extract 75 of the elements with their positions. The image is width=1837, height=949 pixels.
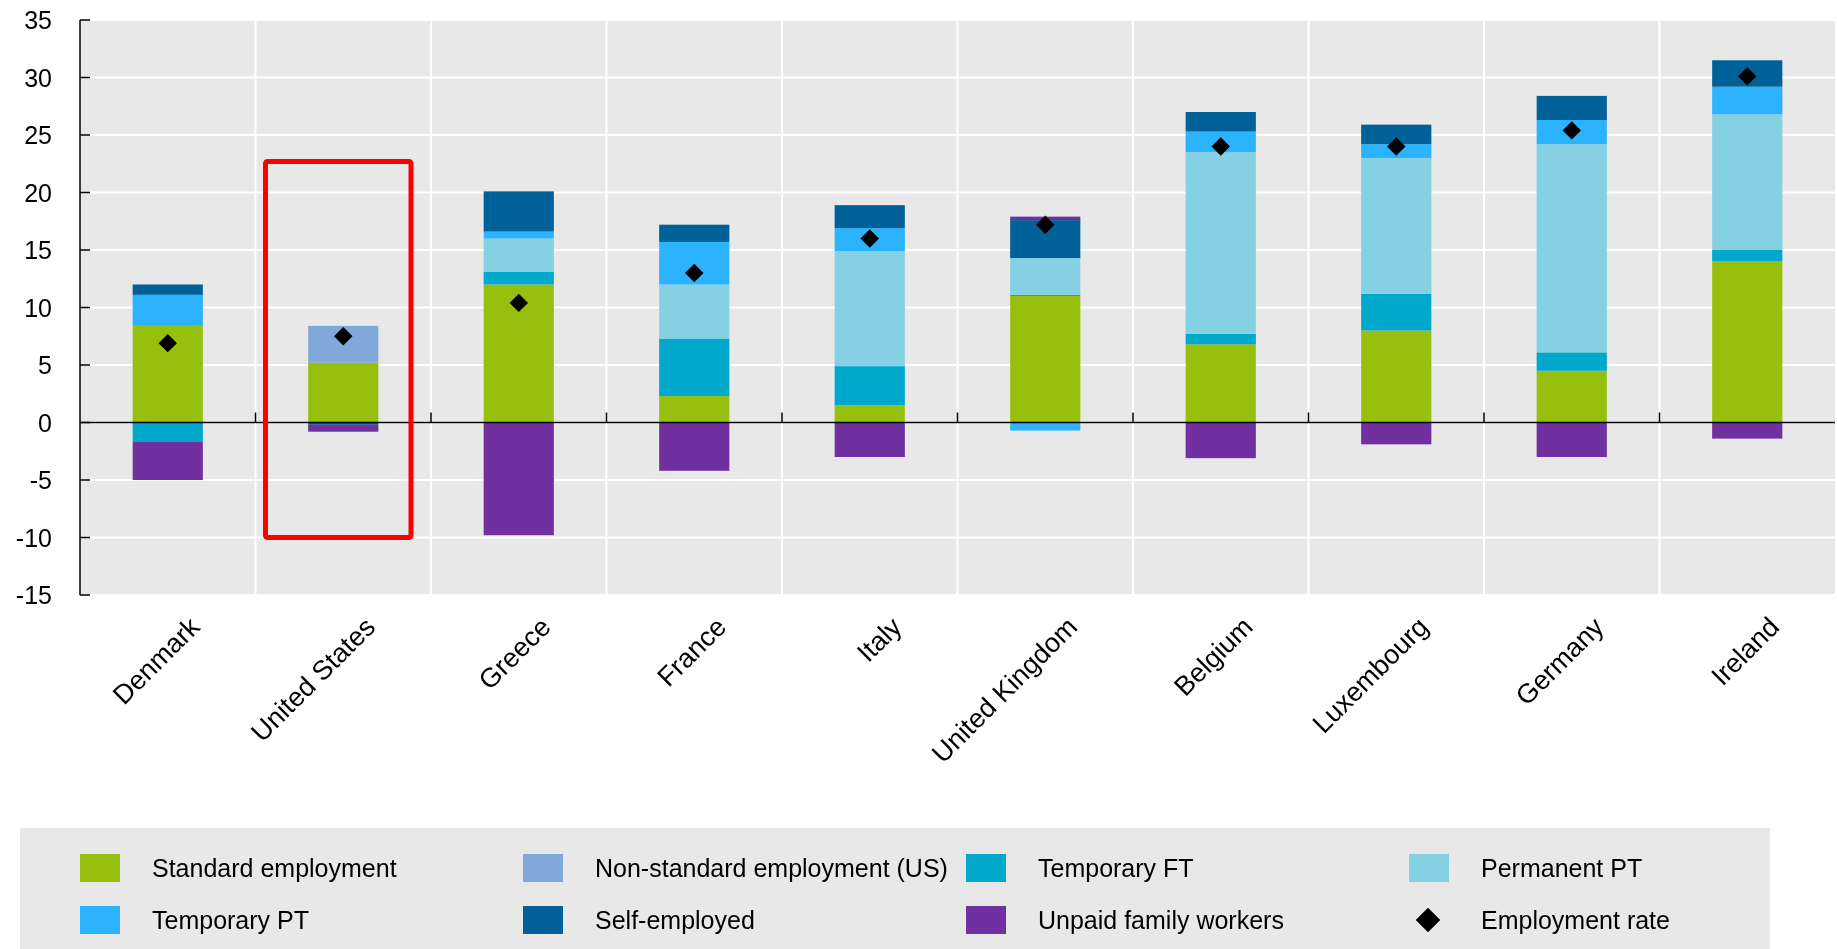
y-tick-label: -15: [15, 581, 52, 609]
bar: [1712, 86, 1783, 115]
bar: [834, 366, 905, 406]
bar: [1185, 112, 1256, 132]
bar: [659, 396, 730, 423]
bar: [132, 325, 203, 423]
bar: [1536, 95, 1607, 121]
bar: [1712, 422, 1783, 439]
bar: [1712, 114, 1783, 250]
bar: [659, 224, 730, 242]
bar: [1361, 293, 1432, 331]
y-tick-label: 5: [38, 351, 52, 379]
legend-label: Employment rate: [1481, 906, 1670, 934]
bar: [483, 191, 554, 232]
y-tick-label: 15: [24, 236, 52, 264]
y-tick-label: -5: [29, 466, 52, 494]
y-tick-label: 20: [24, 178, 52, 207]
bar: [132, 284, 203, 295]
bar: [659, 422, 730, 471]
bar: [1712, 261, 1783, 423]
bar: [483, 271, 554, 285]
point: [1036, 215, 1055, 234]
bar: [308, 424, 379, 432]
bar: [132, 422, 203, 443]
bar: [1361, 124, 1432, 145]
bar: [483, 422, 554, 536]
bar: [659, 241, 730, 285]
bar: [1010, 422, 1081, 431]
bar: [132, 442, 203, 480]
bar: [483, 238, 554, 272]
bar: [1536, 352, 1607, 371]
bar: [1185, 152, 1256, 334]
x-tick-label: Italy: [851, 611, 908, 668]
bar: [308, 362, 379, 423]
bar: [1185, 333, 1256, 345]
point: [509, 293, 528, 313]
bar: [834, 251, 905, 367]
bar: [1536, 144, 1607, 353]
legend-label: Unpaid family workers: [1038, 906, 1284, 934]
y-tick-label: 25: [24, 121, 52, 149]
y-tick-label: 30: [24, 63, 52, 92]
bar: [1712, 60, 1783, 87]
point: [1387, 137, 1406, 156]
bar: [834, 228, 905, 252]
bar: [1361, 158, 1432, 294]
bar: [1361, 330, 1432, 423]
bar: [1010, 296, 1081, 423]
y-tick-label: 10: [24, 293, 52, 322]
bar: [659, 338, 730, 397]
legend-label: Self-employed: [595, 906, 755, 934]
bar: [483, 231, 554, 239]
legend-label: Temporary FT: [1038, 854, 1194, 882]
legend-label: Non-standard employment (US): [595, 854, 948, 882]
bar: [1712, 250, 1783, 262]
y-tick-label: 35: [24, 6, 52, 34]
y-tick-label: -10: [15, 523, 52, 552]
legend-label: Temporary PT: [152, 906, 309, 934]
bar: [834, 405, 905, 423]
bar: [1361, 422, 1432, 445]
bar: [483, 284, 554, 423]
y-tick-label: 0: [38, 408, 52, 437]
bar: [132, 294, 203, 326]
bar: [1185, 422, 1256, 459]
legend-label: Standard employment: [152, 854, 397, 882]
bar: [1010, 258, 1081, 295]
bar: [659, 284, 730, 339]
bar: [308, 325, 379, 363]
bar: [1010, 220, 1081, 259]
bar: [1185, 344, 1256, 423]
point: [158, 333, 177, 353]
bar: [834, 205, 905, 229]
legend-label: Permanent PT: [1481, 854, 1643, 882]
bar: [1536, 422, 1607, 457]
bar: [1536, 370, 1607, 423]
bar: [834, 422, 905, 457]
